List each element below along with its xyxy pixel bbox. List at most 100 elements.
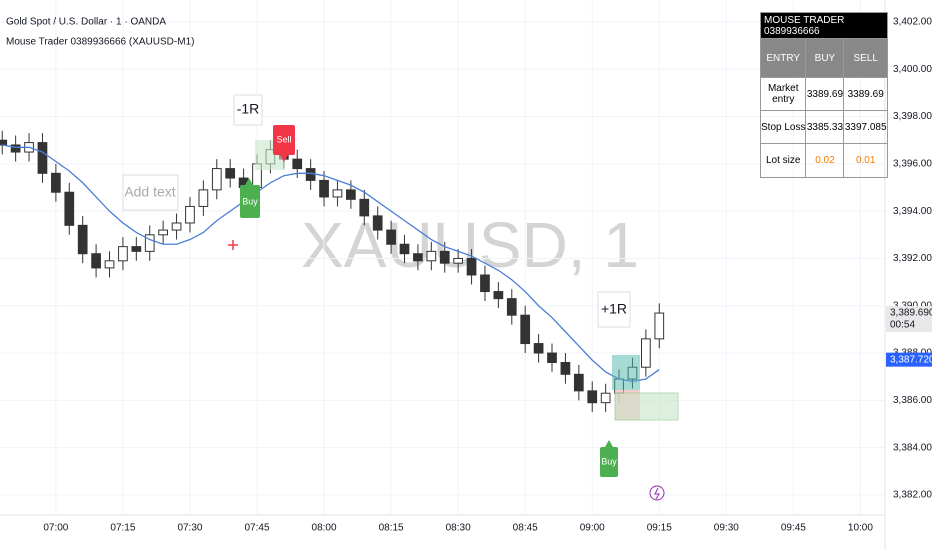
candle-body [0, 139, 8, 146]
y-tick-label: 3,392.000 [893, 253, 932, 264]
y-tick-label: 3,402.000 [893, 17, 932, 28]
candle-body [104, 260, 115, 269]
candle-body [372, 215, 383, 231]
annotation[interactable]: Sell [276, 134, 291, 144]
annotation[interactable]: -1R [237, 101, 260, 117]
candle-body [359, 198, 370, 217]
price-label-bg [886, 352, 932, 367]
table-cell: 3389.69 [843, 77, 888, 111]
candle-body [587, 390, 598, 404]
x-tick-label: 08:30 [446, 523, 471, 534]
candle-body [641, 338, 651, 368]
table-cell: Stop Loss [759, 110, 807, 144]
y-tick-label: 3,390.000 [893, 300, 932, 311]
candle-body [426, 250, 437, 262]
y-tick-label: 3,396.000 [893, 159, 932, 170]
table-cell: Lot size [759, 143, 807, 178]
x-tick-label: 09:00 [580, 523, 605, 534]
candle-body [292, 158, 303, 170]
table-cell: 3385.33 [805, 110, 845, 144]
candle-body [10, 144, 21, 153]
table-header: BUY [805, 38, 845, 78]
price-label-bg [886, 306, 932, 333]
marker-arrow [280, 155, 288, 162]
y-tick-label: 3,400.000 [893, 64, 932, 75]
x-tick-label: 07:30 [177, 523, 202, 534]
candle-body [131, 246, 142, 252]
table-cell: 0.01 [843, 143, 888, 178]
candle-body [37, 142, 48, 174]
x-tick-label: 08:00 [312, 523, 337, 534]
position-box[interactable] [612, 355, 640, 390]
candle-body [64, 191, 75, 226]
info-table: MOUSE TRADER 0389936666 ENTRY BUY SELL M… [759, 12, 888, 178]
y-tick-label: 3,384.000 [893, 442, 932, 453]
candle-body [547, 352, 557, 363]
candle-body [225, 168, 236, 179]
annotation-box[interactable] [597, 291, 631, 328]
buy-marker[interactable] [600, 447, 618, 477]
table-cell: 0.02 [805, 143, 845, 178]
candle-body [466, 257, 477, 276]
candle-body [144, 234, 155, 252]
candle-body [439, 250, 450, 264]
annotation[interactable]: Buy [601, 456, 617, 466]
candle-body [654, 312, 665, 340]
chart-title: Gold Spot / U.S. Dollar · 1 · OANDA [6, 17, 166, 28]
alert-icon [654, 487, 660, 500]
countdown: 00:54 [890, 320, 915, 331]
table-title: MOUSE TRADER 0389936666 [760, 12, 888, 39]
candle-body [91, 253, 101, 269]
annotation[interactable]: Buy [242, 196, 258, 206]
annotation[interactable]: +1R [601, 301, 627, 317]
candle-body [185, 205, 195, 224]
buy-marker[interactable] [240, 185, 260, 218]
candle-body [198, 189, 209, 207]
price-label: 3,389.690 [890, 308, 932, 319]
annotation[interactable]: Add text [124, 184, 175, 200]
x-tick-label: 07:45 [244, 523, 269, 534]
cross-marker [228, 240, 238, 250]
candle-body [533, 343, 544, 354]
marker-arrow [245, 178, 253, 185]
candle-body [573, 373, 584, 392]
marker-arrow [605, 440, 613, 447]
x-tick-label: 07:00 [43, 523, 68, 534]
y-tick-label: 3,394.000 [893, 206, 932, 217]
candle-body [171, 222, 182, 231]
candle-body [158, 229, 169, 236]
candle-body [600, 392, 611, 404]
candle-body [118, 246, 128, 262]
table-cell: Market entry [759, 77, 807, 111]
candle-body [413, 253, 423, 262]
y-tick-label: 3,382.000 [893, 490, 932, 501]
candle-body [346, 189, 356, 200]
y-tick-label: 3,398.000 [893, 111, 932, 122]
candle-body [560, 361, 571, 375]
candle-body [520, 314, 531, 345]
sell-marker[interactable] [273, 125, 295, 155]
candle-body [493, 291, 504, 300]
position-box[interactable] [614, 392, 679, 421]
candle-body [399, 243, 410, 255]
candle-body [332, 189, 343, 198]
text-box[interactable] [122, 174, 179, 211]
chart-subtitle: Mouse Trader 0389936666 (XAUUSD-M1) [6, 37, 194, 48]
x-tick-label: 10:00 [848, 523, 873, 534]
x-tick-label: 09:15 [647, 523, 672, 534]
table-cell: 3397.085 [843, 110, 888, 144]
price-label: 3,387.720 [890, 354, 932, 365]
y-tick-label: 3,386.000 [893, 395, 932, 406]
alert-icon[interactable] [649, 485, 665, 501]
x-tick-label: 08:15 [379, 523, 404, 534]
candle-body [51, 172, 61, 193]
x-tick-label: 09:30 [714, 523, 739, 534]
candle-body [386, 229, 396, 245]
candle-body [453, 257, 464, 264]
x-tick-label: 07:15 [110, 523, 135, 534]
x-tick-label: 09:45 [781, 523, 806, 534]
x-tick-label: 08:45 [513, 523, 538, 534]
candle-body [211, 168, 222, 191]
annotation-box[interactable] [233, 94, 263, 126]
